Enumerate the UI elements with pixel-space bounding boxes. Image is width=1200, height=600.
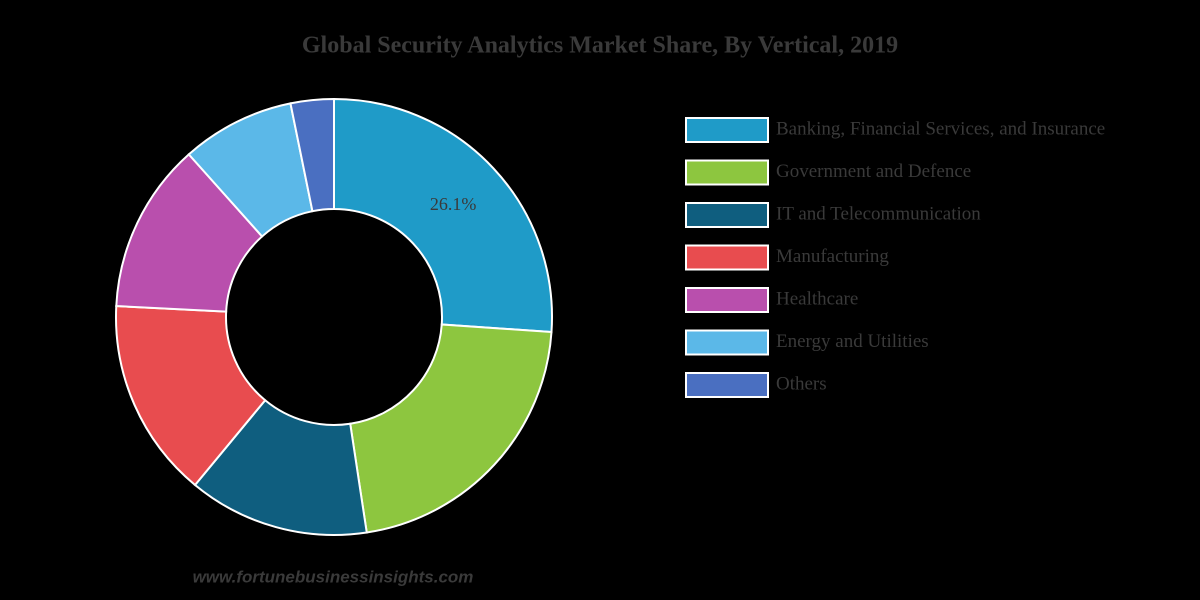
source: www.fortunebusinessinsights.com	[193, 567, 474, 586]
legend-swatch	[685, 117, 769, 143]
legend-swatch	[685, 244, 769, 271]
slice	[333, 97, 553, 334]
legend-label: Manufacturing	[776, 246, 889, 267]
data-label: 26.1%	[430, 194, 477, 214]
legend-label: Banking, Financial Services, and Insuran…	[776, 118, 1105, 139]
slice	[289, 97, 335, 213]
slice	[349, 323, 553, 534]
legend-swatch	[685, 202, 769, 228]
legend-swatch	[685, 287, 769, 313]
legend-label: Others	[776, 373, 827, 394]
legend-swatch	[685, 329, 769, 356]
chart-title: Global Security Analytics Market Share, …	[302, 33, 898, 59]
legend-swatch	[685, 159, 769, 186]
legend-label: Healthcare	[776, 288, 858, 309]
legend-label: Energy and Utilities	[776, 331, 929, 352]
slice	[115, 304, 267, 487]
legend-swatch	[685, 372, 769, 398]
slice	[115, 152, 264, 313]
legend-label: Government and Defence	[776, 161, 971, 182]
legend-label: IT and Telecommunication	[776, 203, 981, 224]
